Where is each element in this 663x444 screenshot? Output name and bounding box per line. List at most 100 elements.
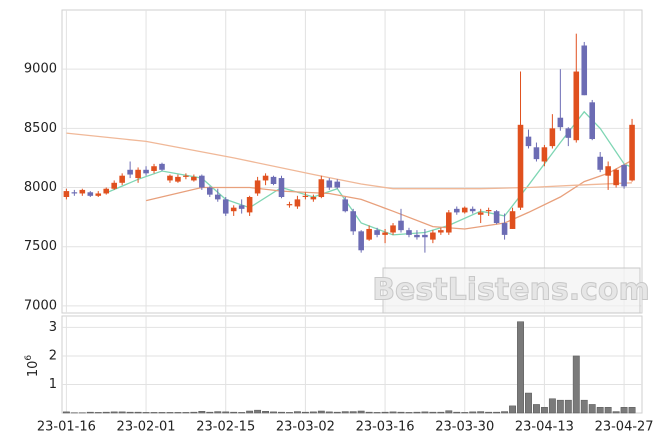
candle-body	[573, 71, 580, 141]
candle-body	[549, 128, 556, 147]
volume-bar	[158, 412, 166, 414]
volume-bar	[174, 412, 182, 414]
volume-bar	[540, 407, 548, 414]
volume-bar	[126, 411, 134, 414]
volume-bar	[628, 407, 636, 414]
x-tick-label: 23-02-15	[196, 420, 255, 435]
candle-body	[589, 102, 596, 140]
candle-body	[334, 181, 341, 188]
candle-body	[71, 192, 78, 194]
volume-bar	[501, 411, 509, 414]
candle-body	[302, 195, 309, 198]
candle-body	[406, 230, 412, 235]
volume-bar	[421, 411, 429, 414]
moving-average-line	[66, 132, 633, 190]
candle-body	[374, 230, 380, 235]
candle-body	[358, 231, 364, 251]
volume-bar	[286, 412, 293, 414]
candle-body	[581, 45, 588, 96]
volume-bar	[270, 411, 277, 414]
candle-body	[246, 197, 253, 213]
volume-bar	[405, 412, 413, 414]
volume-bar	[493, 411, 501, 414]
candle-body	[597, 156, 603, 170]
volume-bar	[238, 412, 246, 414]
x-tick-label: 23-01-16	[37, 420, 96, 435]
volume-bar	[333, 411, 341, 414]
volume-bar	[357, 410, 365, 414]
candle-body	[159, 163, 165, 170]
volume-bar	[596, 407, 604, 414]
volume-bar	[325, 411, 333, 414]
candle-body	[143, 169, 149, 174]
x-tick-label: 23-03-30	[435, 420, 494, 435]
volume-bar	[62, 411, 70, 414]
candle-body	[318, 179, 325, 198]
x-tick-label: 23-03-02	[276, 420, 335, 435]
candle-body	[517, 124, 524, 208]
volume-bar	[118, 411, 126, 414]
candle-body	[493, 211, 500, 224]
candle-body	[605, 166, 611, 176]
candle-body	[183, 175, 189, 177]
candle-body	[366, 228, 372, 240]
volume-bar	[556, 399, 564, 414]
candle-body	[214, 194, 221, 200]
volume-bar	[317, 410, 325, 414]
candle-body	[469, 208, 476, 212]
volume-bar	[182, 412, 190, 414]
volume-bar	[373, 412, 381, 414]
candle-body	[485, 210, 492, 212]
candle-body	[151, 166, 157, 171]
volume-bar	[445, 410, 453, 414]
candle-body	[294, 199, 301, 207]
volume-bar	[301, 411, 309, 414]
candle-body	[135, 169, 141, 179]
candle-body	[254, 180, 261, 194]
volume-bar	[214, 411, 222, 414]
volume-bar	[293, 411, 301, 414]
y-tick-label: 9000	[24, 62, 57, 77]
candle-body	[167, 175, 173, 181]
volume-bar	[477, 411, 485, 414]
volume-bar	[190, 411, 198, 414]
candle-body	[87, 192, 94, 196]
candle-body	[613, 169, 619, 186]
candle-body	[310, 197, 317, 200]
volume-bar	[413, 411, 421, 414]
volume-bar	[517, 321, 524, 414]
volume-bar	[612, 411, 620, 414]
volume-bar	[604, 407, 612, 414]
volume-label-exponent: 6	[24, 355, 34, 361]
volume-bar	[437, 411, 445, 414]
volume-bar	[230, 411, 238, 414]
volume-bar	[580, 399, 588, 414]
x-tick-label: 23-04-13	[515, 420, 574, 435]
candle-body	[175, 176, 181, 182]
x-tick-label: 23-03-16	[356, 420, 415, 435]
candle-body	[414, 234, 420, 238]
volume-bar	[349, 411, 357, 414]
candle-body	[453, 208, 460, 213]
volume-bar	[254, 409, 262, 414]
candle-body	[541, 147, 548, 162]
price-panel	[61, 9, 643, 314]
candle-body	[438, 230, 444, 233]
candle-body	[119, 175, 125, 183]
volume-bar	[262, 411, 270, 414]
y-tick-label: 8000	[24, 180, 57, 195]
y-tick-label: 7500	[24, 239, 57, 254]
candle-body	[557, 117, 564, 128]
candle-body	[390, 225, 396, 233]
candle-body	[446, 212, 452, 233]
candle-body	[79, 189, 86, 194]
candle-body	[63, 191, 70, 198]
volume-bar	[222, 411, 230, 414]
volume-tick-label: 2	[49, 348, 57, 363]
volume-tick-label: 3	[49, 320, 57, 335]
candle-body	[191, 176, 197, 181]
plot-layer: 7000 7500 8000 8500 9000 1 2 3 23-01-16 23-02-01 2…	[24, 10, 654, 435]
candle-body	[286, 204, 293, 206]
volume-bar	[620, 407, 628, 414]
watermark: BestListens.com	[372, 273, 650, 308]
